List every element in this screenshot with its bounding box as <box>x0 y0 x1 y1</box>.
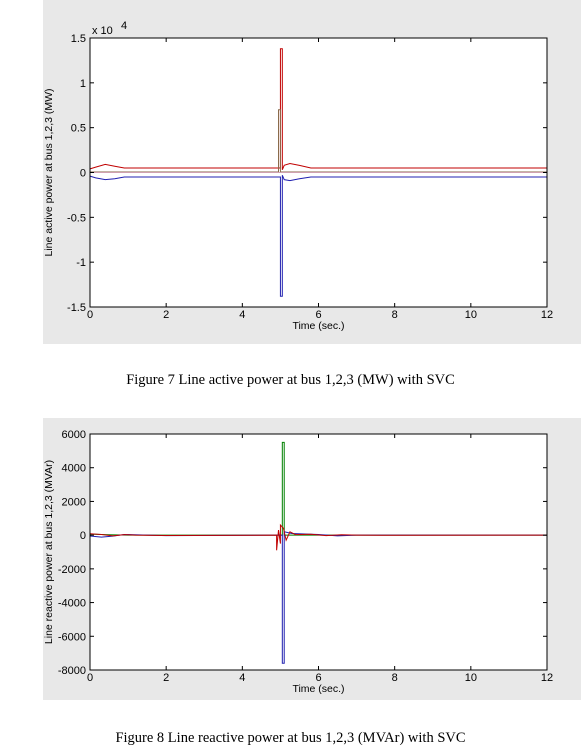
x-tick-label: 8 <box>392 672 398 684</box>
y-tick-label: 2000 <box>62 496 86 508</box>
x-tick-label: 4 <box>239 672 245 684</box>
y-tick-label: 0 <box>80 530 86 542</box>
y-tick-label: -8000 <box>58 665 86 677</box>
figure-8-caption: Figure 8 Line reactive power at bus 1,2,… <box>115 730 466 746</box>
y-exponent-power: 4 <box>121 20 127 32</box>
x-tick-label: 10 <box>465 309 477 321</box>
y-axis-label: Line reactive power at bus 1,2,3 (MVAr) <box>43 460 55 644</box>
y-tick-label: 6000 <box>62 429 86 441</box>
reactive-power-chart: 0 2 4 6 8 10 12 -8000 -6000 -4000 -2000 0 2000 4000 60… <box>43 429 553 695</box>
y-tick-label: 4000 <box>62 463 86 475</box>
series-line-3 <box>89 523 548 551</box>
x-tick-label: 2 <box>163 672 169 684</box>
x-tick-label: 2 <box>163 309 169 321</box>
y-tick-label: 0.5 <box>71 123 86 135</box>
y-tick-label: -0.5 <box>67 212 86 224</box>
x-axis-label: Time (sec.) <box>292 320 344 332</box>
active-power-chart: 0 2 4 6 8 10 12 -1.5 -1 -0.5 0 0.5 1 1.5 Time (sec.) Li… <box>43 20 553 332</box>
plot-area <box>90 434 547 670</box>
x-axis-label: Time (sec.) <box>292 683 344 695</box>
x-tick-label: 4 <box>239 309 245 321</box>
series-group <box>89 48 547 297</box>
y-tick-label: -4000 <box>58 598 86 610</box>
x-tick-label: 6 <box>315 309 321 321</box>
figure-8-panel: 0 2 4 6 8 10 12 -8000 -6000 -4000 -2000 0 2000 4000 60… <box>43 418 581 700</box>
y-tick-label: -1 <box>76 257 86 269</box>
x-tick-label: 0 <box>87 309 93 321</box>
y-exponent-label: x 10 <box>92 25 113 37</box>
y-tick-label: -1.5 <box>67 302 86 314</box>
figure-7-panel: 0 2 4 6 8 10 12 -1.5 -1 -0.5 0 0.5 1 1.5 Time (sec.) Li… <box>43 0 581 344</box>
x-tick-label: 8 <box>392 309 398 321</box>
x-tick-label: 6 <box>315 672 321 684</box>
y-tick-label: 0 <box>80 168 86 180</box>
x-tick-label: 12 <box>541 672 553 684</box>
x-tick-label: 12 <box>541 309 553 321</box>
y-tick-label: -2000 <box>58 564 86 576</box>
figure-7-caption: Figure 7 Line active power at bus 1,2,3 … <box>126 372 455 388</box>
x-tick-label: 10 <box>465 672 477 684</box>
series-line-2 <box>89 174 547 297</box>
series-group <box>89 441 548 664</box>
y-tick-label: -6000 <box>58 631 86 643</box>
x-tick-label: 0 <box>87 672 93 684</box>
y-tick-label: 1.5 <box>71 33 86 45</box>
series-line-1 <box>89 48 547 171</box>
y-tick-label: 1 <box>80 78 86 90</box>
y-axis-label: Line active power at bus 1,2,3 (MW) <box>43 88 55 256</box>
